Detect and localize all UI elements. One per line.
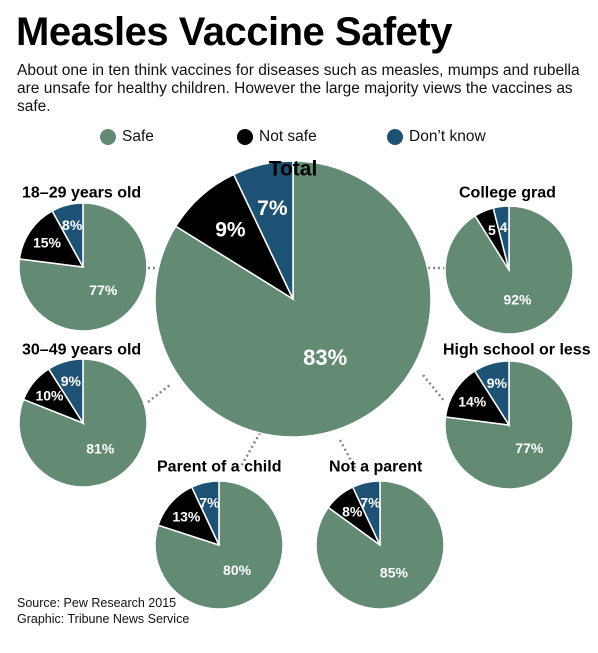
- connector-age-30-49: [147, 384, 171, 403]
- pie-title-age-18-29: 18–29 years old: [22, 185, 141, 202]
- value-label-high-school-not-safe: 14%: [458, 394, 487, 410]
- legend-label-dont-know: Don’t know: [409, 128, 486, 145]
- connector-high-school: [422, 374, 446, 403]
- slice-age-30-49-dont-know: [47, 358, 84, 426]
- value-label-parent-not-safe: 13%: [172, 508, 201, 524]
- legend-label-not-safe: Not safe: [259, 128, 317, 145]
- pie-title-age-30-49: 30–49 years old: [22, 342, 141, 359]
- pie-title-high-school: High school or less: [443, 342, 591, 359]
- legend-label-safe: Safe: [122, 128, 154, 145]
- value-label-high-school-safe: 77%: [515, 440, 544, 456]
- value-label-age-30-49-dont-know: 9%: [61, 373, 82, 389]
- pie-not-parent: 85% 8%7% Not a parent: [315, 459, 445, 610]
- slice-high-school-dont-know: [473, 360, 510, 428]
- value-label-total-dont-know: 7%: [257, 197, 288, 220]
- pie-age-30-49: 81% 10%9% 30–49 years old: [18, 342, 148, 488]
- credit-note: Graphic: Tribune News Service: [17, 612, 190, 626]
- slice-parent-dont-know: [190, 480, 220, 546]
- slice-total-dont-know: [232, 160, 294, 300]
- value-label-total-not-safe: 9%: [215, 219, 246, 242]
- value-label-college-grad-not-safe: 5: [488, 222, 496, 238]
- pie-college-grad: 92% 5 4 College grad: [444, 185, 574, 335]
- slice-high-school-safe: [444, 360, 574, 490]
- slice-not-parent-dont-know: [351, 480, 381, 546]
- slice-not-parent-safe: [315, 480, 445, 610]
- value-label-high-school-dont-know: 9%: [487, 375, 508, 391]
- value-label-age-18-29-safe: 77%: [89, 282, 118, 298]
- chart-subtitle: About one in ten think vaccines for dise…: [17, 62, 580, 115]
- pie-total: 83% 9% 7% Total: [154, 157, 432, 438]
- pie-parent: 80% 13%7% Parent of a child: [154, 459, 284, 610]
- legend-swatch-dont-know: [387, 129, 403, 145]
- connector-parent: [238, 432, 262, 469]
- connector-not-parent: [338, 439, 357, 469]
- value-label-age-18-29-not-safe: 15%: [33, 235, 62, 251]
- slice-high-school-not-safe: [444, 369, 511, 426]
- value-label-age-30-49-safe: 81%: [86, 440, 115, 456]
- slice-parent-safe: [154, 480, 284, 610]
- legend-item-not-safe: Not safe: [237, 128, 317, 146]
- legend-item-safe: Safe: [100, 128, 154, 146]
- value-label-not-parent-not-safe: 8%: [342, 504, 363, 520]
- slice-age-18-29-dont-know: [51, 202, 84, 268]
- legend-swatch-safe: [100, 129, 116, 145]
- pie-high-school: 77% 14%9% High school or less: [443, 342, 591, 490]
- value-label-not-parent-dont-know: 7%: [360, 495, 381, 511]
- slice-total-not-safe: [174, 173, 295, 301]
- legend-swatch-not-safe: [237, 129, 253, 145]
- pie-age-18-29: 77% 15%8% 18–29 years old: [18, 185, 148, 332]
- slice-college-grad-dont-know: [492, 205, 510, 271]
- legend: Safe Not safe Don’t know: [0, 128, 598, 150]
- value-label-parent-dont-know: 7%: [199, 495, 220, 511]
- slice-age-18-29-not-safe: [18, 209, 85, 268]
- value-label-not-parent-safe: 85%: [380, 564, 409, 580]
- pie-title-college-grad: College grad: [459, 185, 556, 202]
- slice-age-18-29-safe: [18, 202, 148, 332]
- value-label-college-grad-dont-know: 4: [500, 219, 508, 235]
- chart-title: Measles Vaccine Safety: [16, 10, 452, 54]
- value-label-age-30-49-not-safe: 10%: [35, 387, 64, 403]
- value-label-college-grad-safe: 92%: [503, 292, 532, 308]
- value-label-total-safe: 83%: [303, 345, 347, 370]
- source-note: Source: Pew Research 2015: [17, 596, 177, 610]
- pie-title-parent: Parent of a child: [157, 459, 281, 476]
- legend-item-dont-know: Don’t know: [387, 128, 486, 146]
- value-label-age-18-29-dont-know: 8%: [62, 217, 83, 233]
- pie-title-total: Total: [269, 157, 318, 180]
- value-label-parent-safe: 80%: [223, 562, 252, 578]
- pie-title-not-parent: Not a parent: [329, 459, 423, 476]
